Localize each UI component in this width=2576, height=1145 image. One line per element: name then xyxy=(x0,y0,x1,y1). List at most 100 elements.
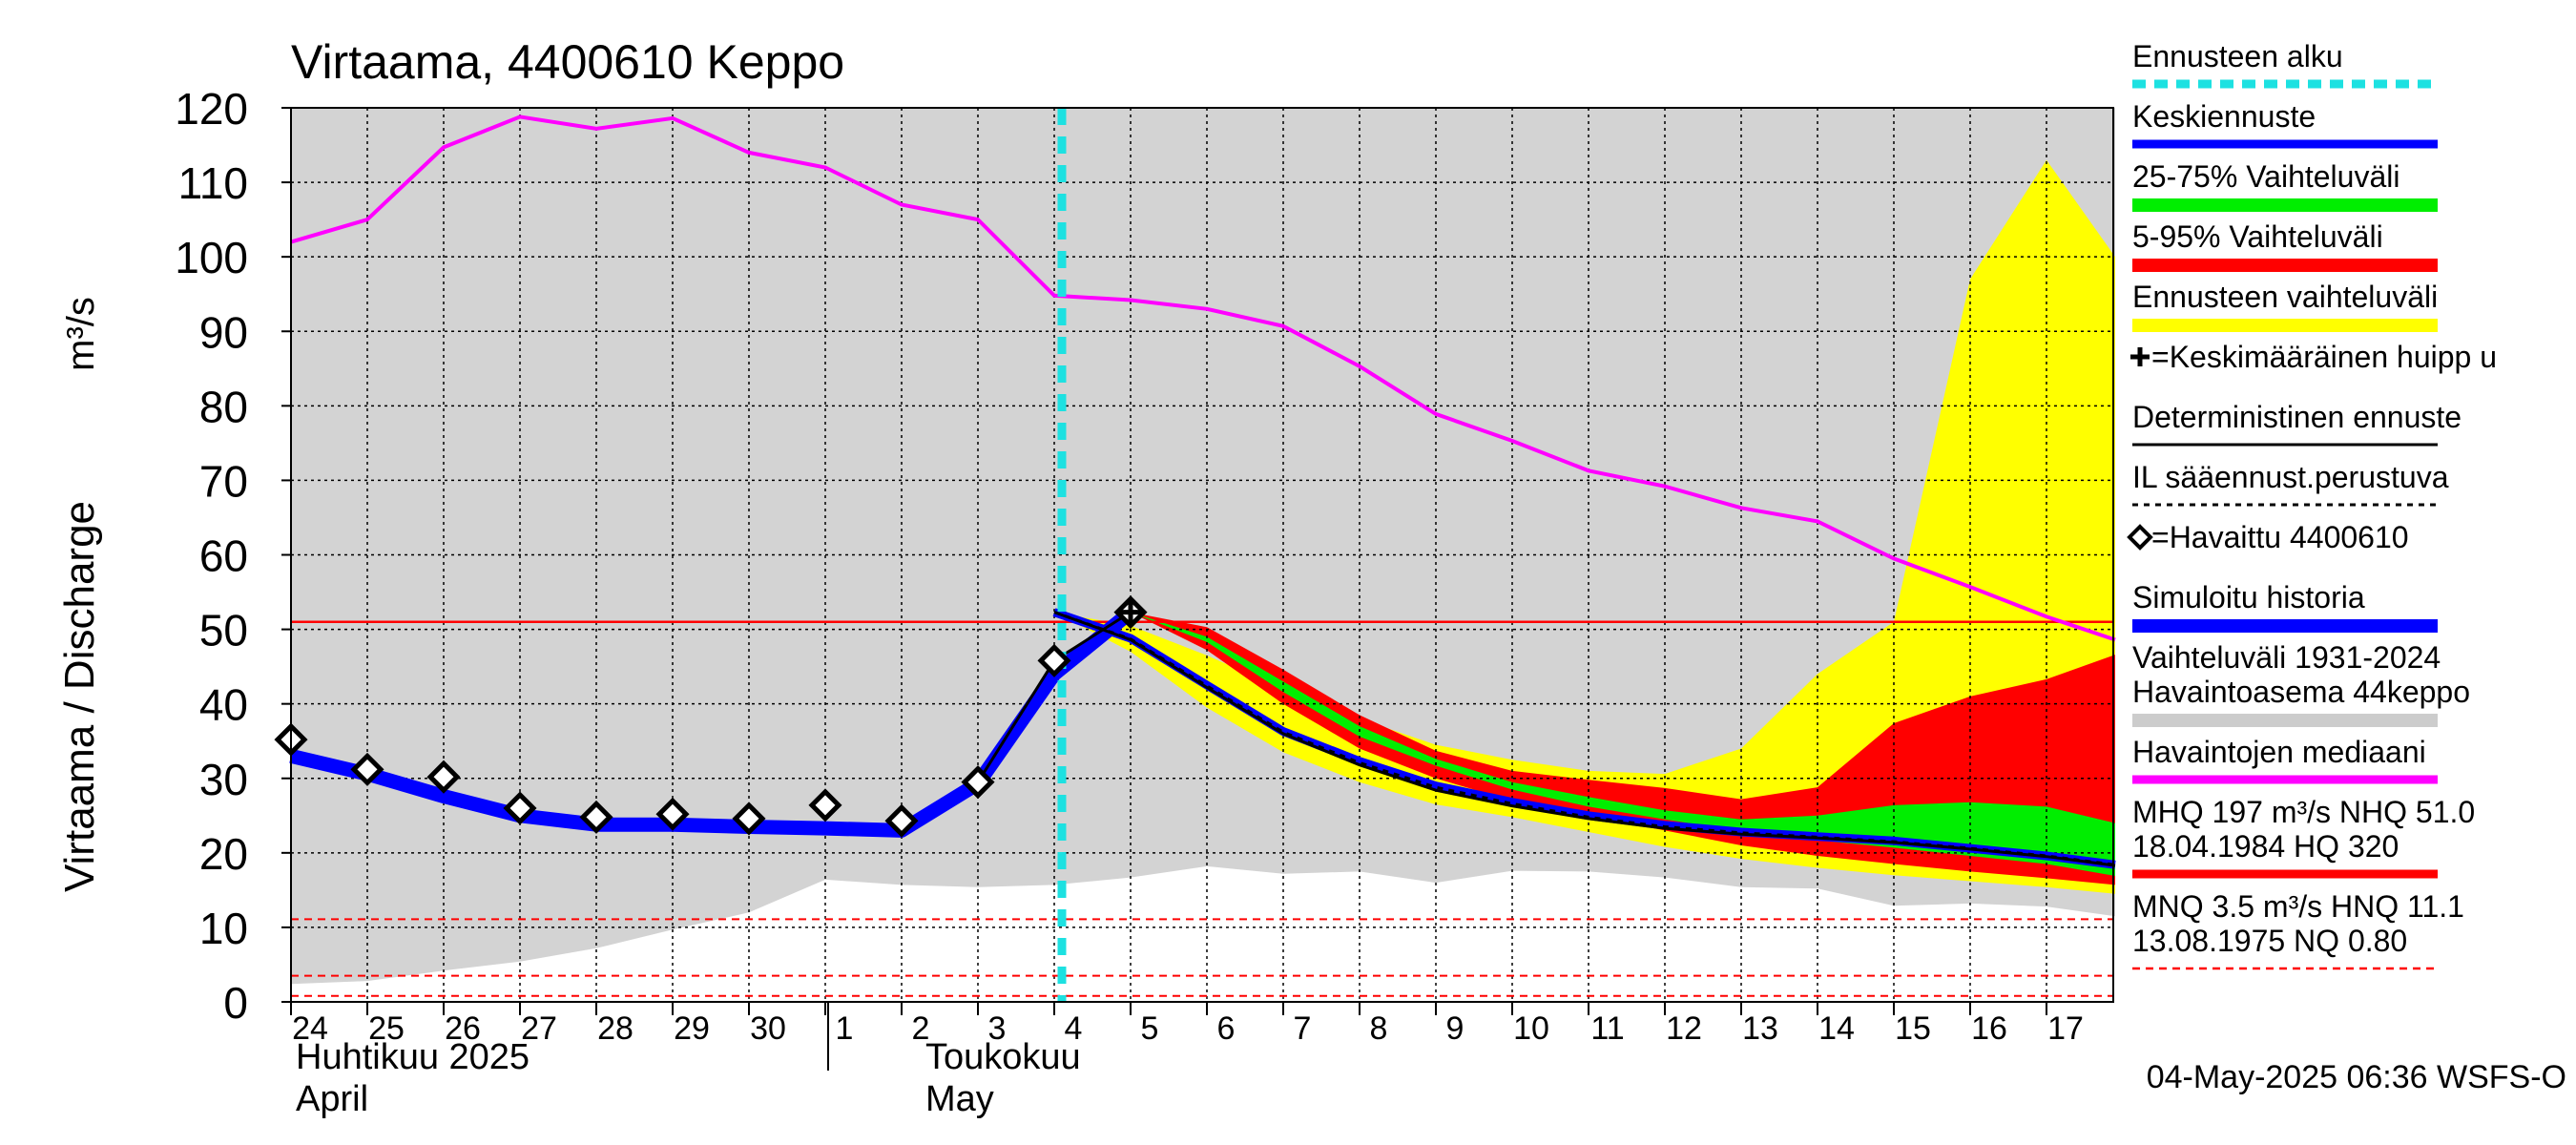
mean-peak-marker xyxy=(1118,599,1143,625)
legend-item: Simuloitu historia xyxy=(2132,580,2438,633)
il-weather-forecast-line xyxy=(1053,611,2116,866)
y-axis-unit: m³/s xyxy=(60,297,102,371)
legend-label: Deterministinen ennuste xyxy=(2132,400,2462,434)
legend-label: Ennusteen alku xyxy=(2132,39,2343,73)
observed-point xyxy=(1037,643,1071,677)
month-label-en: April xyxy=(296,1079,368,1119)
x-tick-label: 5 xyxy=(1141,1010,1159,1047)
y-tick-label: 10 xyxy=(199,904,248,953)
legend-item: 25-75% Vaihteluväli xyxy=(2132,159,2438,212)
y-tick-label: 120 xyxy=(175,84,248,134)
y-tick-label: 50 xyxy=(199,606,248,656)
legend-label: MNQ 3.5 m³/s HNQ 11.1 xyxy=(2132,889,2464,924)
legend-label: Simuloitu historia xyxy=(2132,580,2365,614)
y-tick-label: 0 xyxy=(223,978,248,1028)
x-tick-label: 6 xyxy=(1217,1010,1236,1047)
legend-item: 5-95% Vaihteluväli xyxy=(2132,219,2438,272)
x-tick-label: 15 xyxy=(1895,1010,1931,1047)
x-tick-label: 14 xyxy=(1818,1010,1855,1047)
legend-item: IL sääennust.perustuva xyxy=(2132,460,2449,507)
timestamp: 04-May-2025 06:36 WSFS-O xyxy=(2147,1059,2566,1095)
y-tick-label: 40 xyxy=(199,680,248,730)
x-tick-label: 9 xyxy=(1446,1010,1465,1047)
observed-point xyxy=(732,802,766,836)
x-tick-label: 28 xyxy=(597,1010,634,1047)
x-tick-label: 8 xyxy=(1370,1010,1388,1047)
x-tick-label: 11 xyxy=(1590,1010,1624,1047)
legend-item: MNQ 3.5 m³/s HNQ 11.113.08.1975 NQ 0.80 xyxy=(2132,889,2464,970)
x-tick-label: 16 xyxy=(1971,1010,2007,1047)
simulated-history-line xyxy=(289,606,1135,838)
chart-title: Virtaama, 4400610 Keppo xyxy=(291,35,844,89)
x-tick-label: 7 xyxy=(1294,1010,1312,1047)
legend-label: 13.08.1975 NQ 0.80 xyxy=(2132,924,2407,958)
month-label-fi: Toukokuu xyxy=(925,1037,1081,1077)
legend-label: 18.04.1984 HQ 320 xyxy=(2132,829,2399,864)
legend-item: Deterministinen ennuste xyxy=(2132,400,2462,447)
x-tick-label: 4 xyxy=(1065,1010,1083,1047)
legend-swatch xyxy=(2132,198,2438,212)
x-tick-label: 27 xyxy=(521,1010,557,1047)
observed-point xyxy=(579,800,613,834)
x-tick-label: 1 xyxy=(836,1010,854,1047)
legend-swatch xyxy=(2132,714,2438,727)
x-tick-label: 25 xyxy=(368,1010,405,1047)
x-tick-label: 17 xyxy=(2047,1010,2084,1047)
legend-label: =Keskimääräinen huipp u xyxy=(2151,340,2497,374)
observed-point xyxy=(808,788,842,822)
legend-label: Havaintojen mediaani xyxy=(2132,735,2426,769)
legend-item: Ennusteen vaihteluväli xyxy=(2132,280,2438,332)
month-label-fi: Huhtikuu 2025 xyxy=(296,1037,530,1077)
y-tick-label: 60 xyxy=(199,531,248,581)
legend-item: Vaihteluväli 1931-2024 Havaintoasema 44k… xyxy=(2132,640,2470,727)
y-tick-label: 90 xyxy=(199,307,248,357)
x-tick-label: 30 xyxy=(750,1010,786,1047)
range-25-75-band xyxy=(1131,612,2115,876)
legend-marker-plus xyxy=(2130,347,2150,366)
legend-label: Vaihteluväli 1931-2024 xyxy=(2132,640,2441,675)
observed-point xyxy=(350,752,384,786)
legend-item: Havaintojen mediaani xyxy=(2132,735,2438,784)
legend-swatch xyxy=(2132,319,2438,332)
y-tick-label: 100 xyxy=(175,233,248,282)
legend-marker-diamond xyxy=(2127,524,2153,551)
legend: Ennusteen alku Keskiennuste 25-75% Vaihtel… xyxy=(2127,39,2497,970)
legend-label: Havaintoasema 44keppo xyxy=(2132,675,2470,709)
legend-item: MHQ 197 m³/s NHQ 51.018.04.1984 HQ 320 xyxy=(2132,795,2475,879)
legend-label: 25-75% Vaihteluväli xyxy=(2132,159,2399,194)
history-range-band xyxy=(291,108,2115,985)
observed-point xyxy=(503,791,537,825)
y-axis-label: Virtaama / Discharge xyxy=(56,501,103,892)
legend-label: Keskiennuste xyxy=(2132,99,2316,134)
x-tick-label: 13 xyxy=(1742,1010,1778,1047)
month-label-en: May xyxy=(925,1079,994,1119)
observed-point xyxy=(426,760,461,794)
x-tick-label: 29 xyxy=(674,1010,710,1047)
legend-swatch xyxy=(2132,259,2438,272)
legend-label: Ennusteen vaihteluväli xyxy=(2132,280,2438,314)
y-tick-label: 20 xyxy=(199,829,248,879)
legend-item: =Keskimääräinen huipp u xyxy=(2130,340,2497,374)
x-tick-label: 2 xyxy=(912,1010,930,1047)
median-line xyxy=(290,114,2116,642)
legend-label: MHQ 197 m³/s NHQ 51.0 xyxy=(2132,795,2475,829)
legend-label: 5-95% Vaihteluväli xyxy=(2132,219,2383,254)
legend-label: =Havaittu 4400610 xyxy=(2151,520,2409,554)
legend-label: IL sääennust.perustuva xyxy=(2132,460,2449,494)
y-tick-label: 70 xyxy=(199,456,248,506)
x-tick-label: 3 xyxy=(988,1010,1007,1047)
x-tick-label: 26 xyxy=(445,1010,481,1047)
legend-item: Keskiennuste xyxy=(2132,99,2438,149)
x-tick-label: 12 xyxy=(1666,1010,1702,1047)
x-tick-label: 24 xyxy=(292,1010,328,1047)
x-tick-label: 10 xyxy=(1513,1010,1549,1047)
y-tick-label: 110 xyxy=(178,158,248,208)
observed-point xyxy=(655,797,690,831)
legend-item: =Havaittu 4400610 xyxy=(2127,520,2409,554)
y-tick-label: 30 xyxy=(199,755,248,804)
legend-swatch xyxy=(2132,619,2438,633)
observed-point xyxy=(884,803,919,838)
observed-point xyxy=(961,765,995,800)
